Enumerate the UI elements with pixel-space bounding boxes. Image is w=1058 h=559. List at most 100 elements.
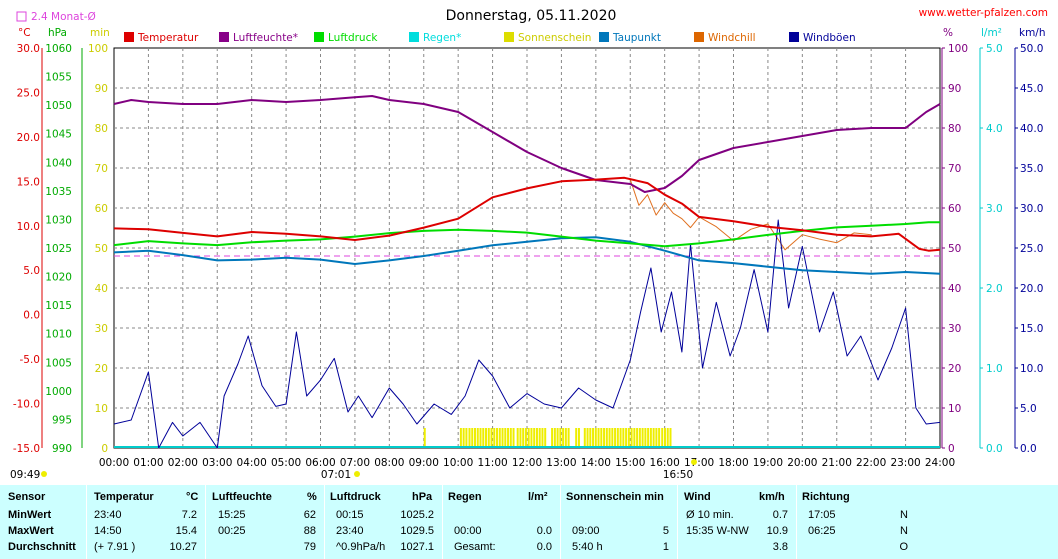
- col-separator: [442, 485, 443, 559]
- tick-label-temp: 25.0: [17, 87, 40, 99]
- x-tick-label: 08:00: [374, 457, 404, 469]
- x-tick-label: 12:00: [512, 457, 542, 469]
- sunshine-bar: [647, 428, 650, 448]
- stat-cell: 79: [303, 541, 316, 553]
- tick-label-minutes: 100: [88, 43, 108, 55]
- sunshine-bar: [553, 428, 556, 448]
- tick-label-minutes: 90: [95, 83, 108, 95]
- x-tick-label: 04:00: [237, 457, 267, 469]
- sunshine-bar: [496, 428, 499, 448]
- x-tick-label: 16:00: [650, 457, 680, 469]
- sunshine-bar: [658, 428, 661, 448]
- x-tick-label: 18:00: [718, 457, 748, 469]
- sunshine-bar: [507, 428, 510, 448]
- legend: Temperatur Luftfeuchte* Luftdruck Regen*…: [124, 32, 856, 44]
- header-wind-unit: km/h: [759, 491, 785, 503]
- legend-item-luftdruck: Luftdruck: [314, 32, 378, 44]
- day-start-icon: [41, 471, 47, 477]
- tick-label-minutes: 40: [95, 283, 108, 295]
- x-tick-label: 05:00: [271, 457, 301, 469]
- tick-label-pressure: 1045: [45, 129, 72, 141]
- sunshine-bar: [471, 428, 474, 448]
- tick-label-percent: 90: [948, 83, 961, 95]
- tick-label-pressure: 1035: [45, 186, 72, 198]
- sunshine-bar: [482, 428, 485, 448]
- sunshine-bar: [655, 428, 658, 448]
- col-separator: [677, 485, 678, 559]
- legend-label-luftfeuchte: Luftfeuchte*: [233, 32, 298, 44]
- tick-label-wind: 0.0: [1020, 443, 1037, 455]
- tick-label-pressure: 1030: [45, 214, 72, 226]
- x-tick-label: 09:00: [409, 457, 439, 469]
- col-separator: [205, 485, 206, 559]
- col-separator: [560, 485, 561, 559]
- sunshine-bar: [652, 428, 655, 448]
- tick-label-pressure: 1050: [45, 100, 72, 112]
- unit-rain: l/m²: [981, 27, 1002, 39]
- tick-label-percent: 100: [948, 43, 968, 55]
- sunshine-bar: [501, 428, 504, 448]
- stat-cell: 0.0: [536, 541, 552, 553]
- sunrise-time: 07:01: [321, 469, 351, 481]
- row-label: MinWert: [8, 509, 52, 521]
- sunshine-bar: [600, 428, 603, 448]
- tick-label-minutes: 60: [95, 203, 108, 215]
- tick-label-temp: 0.0: [23, 310, 40, 322]
- right-axes: 10090807060504030201005.04.03.02.01.00.0…: [941, 43, 1043, 455]
- legend-swatch-windchill: [694, 32, 704, 42]
- sunshine-bar: [522, 428, 525, 448]
- sunshine-bar: [669, 428, 672, 448]
- x-tick-label: 02:00: [168, 457, 198, 469]
- x-tick-label: 13:00: [546, 457, 576, 469]
- col-separator: [796, 485, 797, 559]
- avg-marker-label: 2.4 Monat-Ø: [31, 11, 96, 23]
- col-separator: [86, 485, 87, 559]
- tick-label-percent: 60: [948, 203, 961, 215]
- series-lines: [113, 95, 941, 449]
- sunshine-bar: [465, 428, 468, 448]
- stat-cell: Ø 10 min.: [686, 509, 734, 521]
- tick-label-wind: 5.0: [1020, 403, 1037, 415]
- tick-label-pressure: 1025: [45, 243, 72, 255]
- sunshine-bar: [597, 428, 600, 448]
- stat-cell: 88: [303, 525, 316, 537]
- tick-label-pressure: 995: [52, 414, 72, 426]
- unit-pressure: hPa: [48, 27, 67, 39]
- tick-label-pressure: 1020: [45, 272, 72, 284]
- sunshine-bar: [644, 428, 647, 448]
- sunshine-bar: [423, 428, 426, 448]
- sunshine-bar: [567, 428, 570, 448]
- legend-item-sonnenschein: Sonnenschein: [504, 32, 591, 44]
- x-tick-label: 15:00: [615, 457, 645, 469]
- sunshine-bar: [512, 428, 515, 448]
- tick-label-temp: 30.0: [17, 43, 40, 55]
- tick-label-wind: 50.0: [1020, 43, 1043, 55]
- sunshine-bar: [544, 428, 547, 448]
- legend-swatch-sonnenschein: [504, 32, 514, 42]
- header-richtung: Richtung: [802, 491, 850, 503]
- series-luftfeuchte: [113, 95, 941, 193]
- legend-item-regen: Regen*: [409, 32, 461, 44]
- x-tick-label: 19:00: [753, 457, 783, 469]
- sunshine-bar: [589, 428, 592, 448]
- tick-label-minutes: 70: [95, 163, 108, 175]
- sunshine-bar: [575, 428, 578, 448]
- stat-cell: 14:50: [94, 525, 122, 537]
- stat-cell: N: [900, 509, 908, 521]
- tick-label-minutes: 10: [95, 403, 108, 415]
- stat-cell: 09:00: [572, 525, 600, 537]
- tick-label-temp: 10.0: [17, 221, 40, 233]
- sunshine-bar: [487, 428, 490, 448]
- stat-cell: 0.0: [536, 525, 552, 537]
- website-link[interactable]: www.wetter-pfalzen.com: [919, 7, 1048, 19]
- sunshine-bar: [625, 428, 628, 448]
- stat-cell: ^0.9hPa/h: [336, 541, 386, 553]
- avg-marker-icon: [16, 11, 27, 22]
- stat-cell: 7.2: [181, 509, 197, 521]
- sunshine-bar: [605, 428, 608, 448]
- legend-swatch-taupunkt: [599, 32, 609, 42]
- x-tick-label: 07:00: [340, 457, 370, 469]
- sunshine-bar: [627, 428, 630, 448]
- tick-label-wind: 35.0: [1020, 163, 1043, 175]
- x-tick-label: 03:00: [202, 457, 232, 469]
